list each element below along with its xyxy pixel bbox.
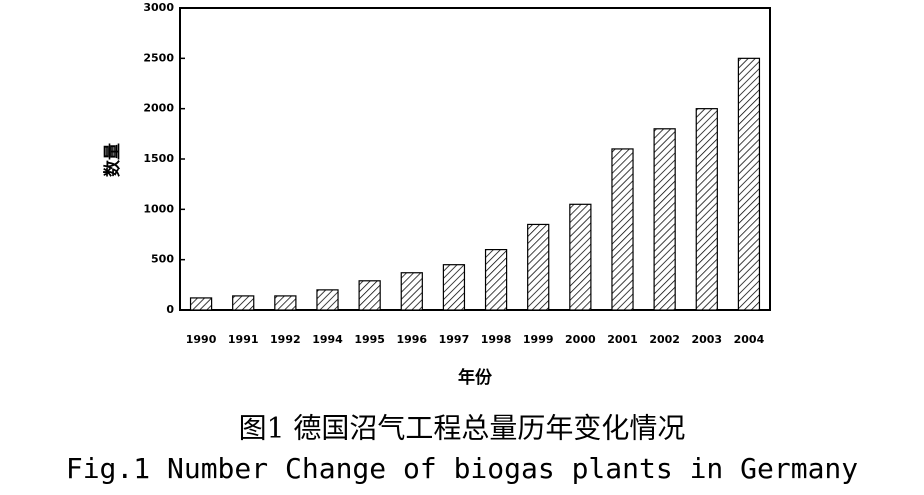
x-tick-label: 1995: [354, 333, 385, 346]
bar: [653, 128, 676, 311]
bar: [400, 272, 423, 311]
x-tick-label: 2002: [649, 333, 680, 346]
chart-subtitle: Fig.1 Number Change of biogas plants in …: [66, 452, 858, 485]
x-tick-label: 2001: [607, 333, 638, 346]
bar: [358, 280, 381, 311]
bar: [611, 148, 634, 311]
x-tick-label: 1996: [396, 333, 427, 346]
bar: [527, 223, 550, 311]
plot-frame: [179, 7, 771, 311]
bar: [274, 295, 297, 311]
y-tick-label: 2000: [143, 102, 174, 115]
x-axis-label: 年份: [458, 367, 493, 388]
bar: [316, 289, 339, 311]
y-tick-label: 3000: [143, 1, 174, 14]
y-tick-label: 2500: [143, 51, 174, 64]
y-tick-label: 500: [151, 253, 174, 266]
x-tick-label: 1997: [439, 333, 470, 346]
y-tick-label: 1000: [143, 202, 174, 215]
x-tick-label: 2000: [565, 333, 596, 346]
x-tick-label: 1992: [270, 333, 301, 346]
x-tick-label: 1990: [186, 333, 217, 346]
x-tick-label: 1991: [228, 333, 259, 346]
bar: [737, 57, 761, 311]
bar: [189, 297, 213, 311]
chart-title: 图1 德国沼气工程总量历年变化情况: [239, 412, 686, 445]
x-tick-label: 1998: [481, 333, 512, 346]
bar: [569, 203, 592, 311]
x-tick-label: 1994: [312, 333, 343, 346]
bar: [484, 249, 508, 311]
x-tick-label: 2003: [691, 333, 722, 346]
y-tick-label: 0: [166, 303, 174, 316]
x-tick-label: 1999: [523, 333, 554, 346]
y-axis-label: 数量: [102, 143, 123, 177]
bar: [695, 108, 718, 311]
bar: [232, 295, 255, 311]
y-tick-label: 1500: [143, 152, 174, 165]
x-tick-label: 2004: [734, 333, 765, 346]
bar: [442, 264, 466, 311]
